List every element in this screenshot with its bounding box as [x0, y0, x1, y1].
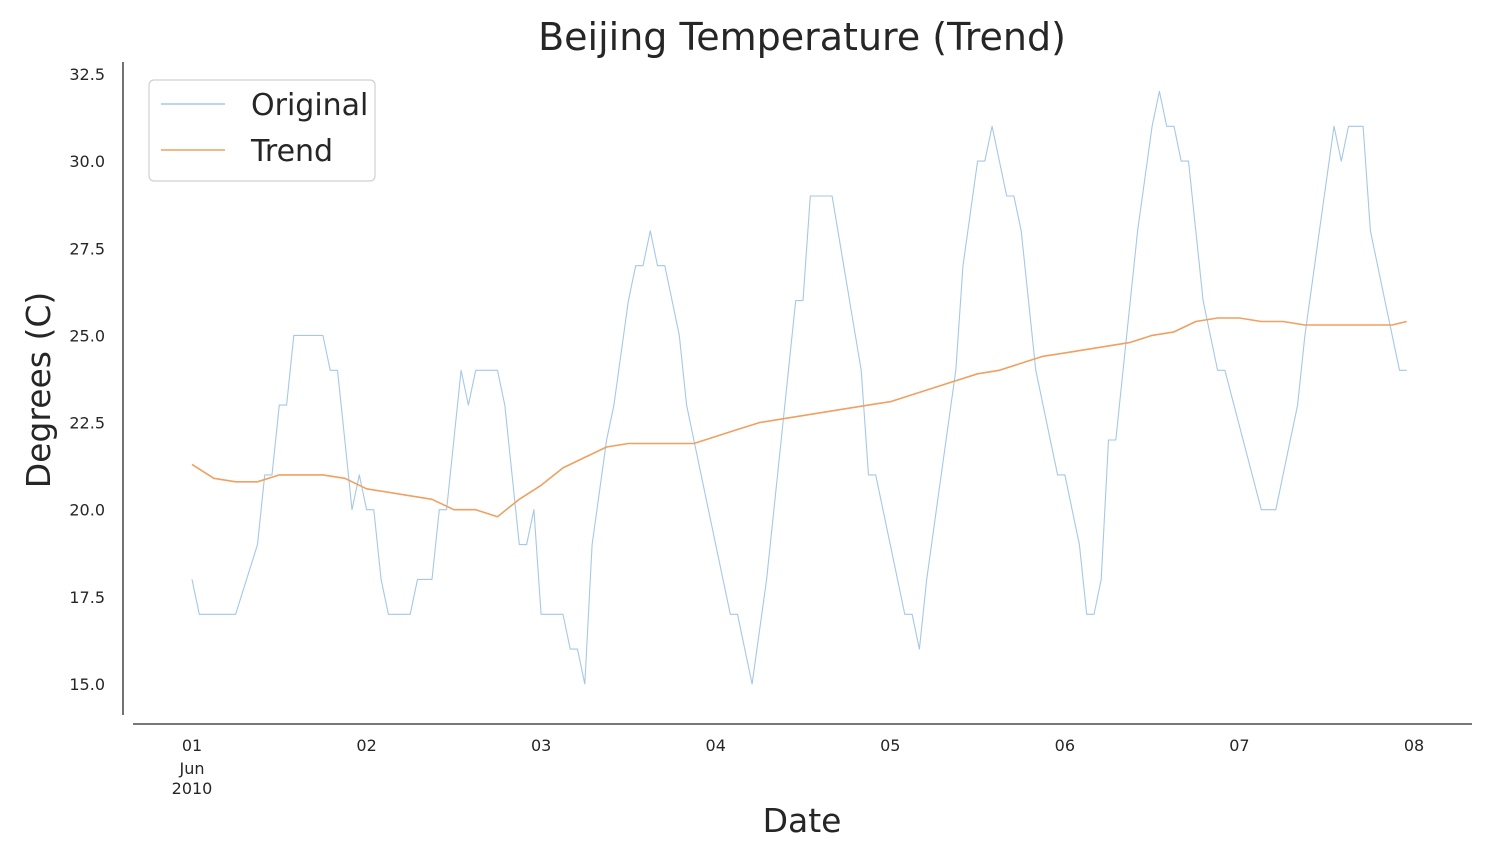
y-tick-label: 20.0	[69, 501, 105, 520]
chart-title: Beijing Temperature (Trend)	[538, 15, 1066, 59]
x-tick-label: 07	[1229, 736, 1249, 755]
legend-label-original: Original	[251, 88, 368, 123]
series-line-original	[191, 90, 1407, 685]
x-tick-label: 04	[706, 736, 726, 755]
x-tick-label: 03	[531, 736, 551, 755]
x-tick-label: 08	[1404, 736, 1424, 755]
y-axis-label: Degrees (C)	[19, 292, 58, 489]
legend: Original Trend	[148, 79, 376, 182]
x-axis-label: Date	[763, 801, 842, 840]
y-tick-label: 27.5	[69, 239, 105, 258]
y-tick-label: 32.5	[69, 65, 105, 84]
series-layer	[191, 90, 1407, 685]
y-tick-label: 15.0	[69, 675, 105, 694]
y-tick-label: 22.5	[69, 414, 105, 433]
legend-label-trend: Trend	[250, 134, 333, 169]
y-tick-label: 17.5	[69, 588, 105, 607]
series-line-trend	[191, 317, 1407, 518]
x-tick-year-label: 2010	[172, 779, 213, 798]
x-tick-label: 01	[182, 736, 202, 755]
y-tick-label: 30.0	[69, 152, 105, 171]
x-tick-label: 06	[1055, 736, 1075, 755]
x-tick-label: 02	[356, 736, 376, 755]
x-tick-label: 05	[880, 736, 900, 755]
legend-box	[148, 79, 376, 182]
y-tick-label: 25.0	[69, 326, 105, 345]
x-tick-month-label: Jun	[179, 759, 205, 778]
y-axis-ticks: 15.0 17.5 20.0 22.5 25.0 27.5 30.0 32.5	[69, 65, 105, 694]
